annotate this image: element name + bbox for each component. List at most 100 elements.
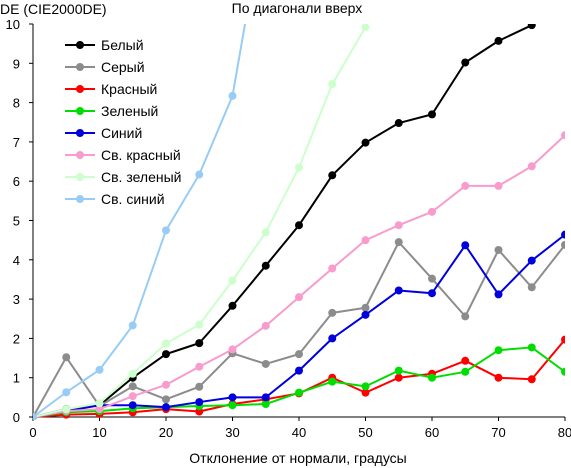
data-point xyxy=(261,321,270,330)
data-point xyxy=(328,334,337,343)
data-point xyxy=(527,24,536,30)
x-tick-label: 10 xyxy=(92,425,106,440)
data-point xyxy=(461,312,470,321)
data-point xyxy=(295,293,303,302)
data-point xyxy=(461,241,470,250)
series-8 xyxy=(33,24,247,420)
x-tick-label: 70 xyxy=(491,425,505,440)
data-point xyxy=(261,359,270,368)
data-point xyxy=(494,36,503,45)
y-tick-label: 7 xyxy=(13,135,20,150)
data-point xyxy=(561,335,565,344)
legend-label: Красный xyxy=(101,81,157,97)
x-tick-label: 50 xyxy=(358,425,372,440)
chart-title: По диагонали вверх xyxy=(232,0,363,16)
y-tick-labels: 0 1 2 3 4 5 6 7 8 9 10 xyxy=(6,17,33,425)
y-tick-label: 5 xyxy=(13,214,20,229)
data-point xyxy=(561,131,565,140)
data-point xyxy=(62,405,71,414)
legend-marker xyxy=(76,151,84,159)
data-point xyxy=(494,245,503,254)
data-point xyxy=(95,399,104,408)
data-point xyxy=(428,207,436,216)
data-point xyxy=(162,226,170,235)
data-point xyxy=(428,110,436,119)
series-layer xyxy=(33,24,565,420)
x-tick-label: 0 xyxy=(29,425,36,440)
data-point xyxy=(62,388,71,397)
y-tick-label: 10 xyxy=(6,17,20,32)
legend-item: Зеленый xyxy=(65,103,158,119)
data-point xyxy=(461,58,470,67)
data-point xyxy=(33,413,37,420)
y-tick-label: 2 xyxy=(13,331,20,346)
data-point xyxy=(328,80,337,89)
data-point xyxy=(195,407,204,416)
legend-marker xyxy=(76,41,84,49)
data-point xyxy=(527,162,536,171)
data-point xyxy=(494,290,503,299)
data-point xyxy=(561,240,565,249)
y-tick-label: 1 xyxy=(13,371,20,386)
data-point xyxy=(128,382,137,391)
series-3 xyxy=(33,335,565,420)
data-point xyxy=(228,393,237,402)
data-point xyxy=(561,230,565,239)
legend-label: Синий xyxy=(101,125,142,141)
legend-item: Св. зеленый xyxy=(65,169,181,185)
x-tick-labels: 0 10 20 30 40 50 60 70 80 xyxy=(29,417,571,440)
data-point xyxy=(261,400,270,409)
data-point xyxy=(228,345,237,354)
data-point xyxy=(328,377,337,386)
data-point xyxy=(328,171,337,180)
data-point xyxy=(195,398,204,407)
legend-marker xyxy=(76,129,84,137)
data-point xyxy=(361,24,370,32)
data-point xyxy=(162,339,170,348)
legend-marker xyxy=(76,63,84,71)
data-point xyxy=(128,321,137,330)
legend-label: Св. зеленый xyxy=(101,169,181,185)
x-tick-label: 80 xyxy=(558,425,571,440)
data-point xyxy=(428,289,436,298)
data-point xyxy=(527,283,536,292)
data-point xyxy=(328,264,337,273)
legend-item: Синий xyxy=(65,125,142,141)
legend-label: Св. красный xyxy=(101,147,181,163)
data-point xyxy=(328,308,337,317)
legend-marker xyxy=(76,173,84,181)
data-point xyxy=(494,373,503,382)
legend-item: Св. синий xyxy=(65,191,165,207)
series-4 xyxy=(33,343,565,420)
data-point xyxy=(162,395,170,404)
data-point xyxy=(295,163,303,172)
data-point xyxy=(162,350,170,359)
data-point xyxy=(195,320,204,329)
data-point xyxy=(527,256,536,265)
data-point xyxy=(361,382,370,391)
data-point xyxy=(394,238,403,247)
data-point xyxy=(295,221,303,230)
data-point xyxy=(361,303,370,312)
data-point xyxy=(394,221,403,230)
legend-item: Белый xyxy=(65,37,144,53)
data-point xyxy=(461,356,470,365)
data-point xyxy=(295,350,303,359)
data-point xyxy=(295,366,303,375)
legend-label: Зеленый xyxy=(101,103,158,119)
x-tick-label: 60 xyxy=(425,425,439,440)
legend-label: Серый xyxy=(101,59,145,75)
legend-label: Белый xyxy=(101,37,144,53)
legend-item: Красный xyxy=(65,81,157,97)
legend-marker xyxy=(76,107,84,115)
y-tick-label: 9 xyxy=(13,56,20,71)
data-point xyxy=(228,276,237,285)
data-point xyxy=(361,310,370,319)
data-point xyxy=(394,373,403,382)
data-point xyxy=(461,367,470,376)
x-tick-label: 20 xyxy=(159,425,173,440)
data-point xyxy=(95,365,104,374)
x-tick-label: 40 xyxy=(292,425,306,440)
series-line xyxy=(33,24,247,418)
